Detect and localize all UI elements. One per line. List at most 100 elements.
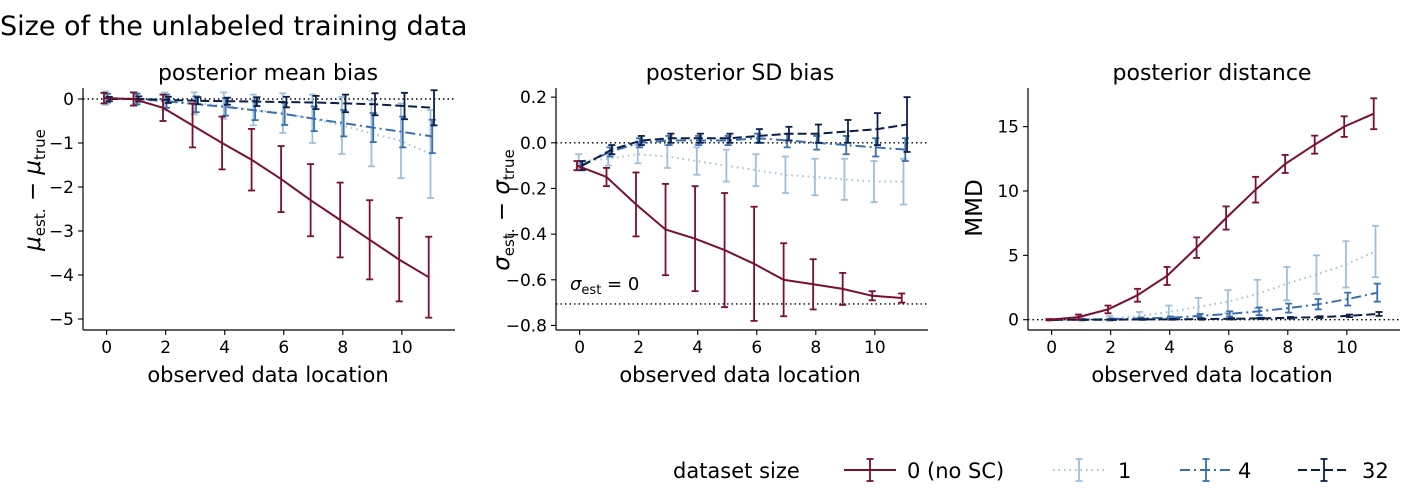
error-bar xyxy=(1316,315,1324,319)
y-tick-label: 5 xyxy=(1008,246,1019,266)
error-bar xyxy=(726,132,734,144)
x-tick-label: 6 xyxy=(751,338,762,358)
error-bar xyxy=(750,205,758,322)
error-bar xyxy=(100,91,108,105)
series-line xyxy=(580,137,906,167)
error-bar xyxy=(573,160,581,172)
y-tick-label: −0.2 xyxy=(506,179,547,199)
error-bar xyxy=(253,96,261,107)
legend-entry-1: 1 xyxy=(1053,458,1131,483)
error-bar xyxy=(1285,302,1293,314)
error-bar xyxy=(1255,306,1263,317)
x-tick-label: 8 xyxy=(1282,338,1293,358)
x-tick-label: 4 xyxy=(692,338,703,358)
x-axis-label: observed data location xyxy=(619,363,860,387)
error-bar xyxy=(1139,318,1147,321)
x-tick-label: 10 xyxy=(1336,338,1358,358)
x-tick-label: 4 xyxy=(219,338,230,358)
y-tick-label: 0.2 xyxy=(520,88,547,108)
error-bar xyxy=(785,125,793,142)
error-bar xyxy=(898,292,906,304)
error-bar xyxy=(277,145,285,213)
y-tick-label: 0 xyxy=(63,90,74,110)
error-bar xyxy=(693,146,701,176)
y-tick-label: 15 xyxy=(997,118,1019,138)
error-bar xyxy=(809,258,817,311)
y-tick-label: 10 xyxy=(997,182,1019,202)
error-bar xyxy=(1342,240,1350,289)
error-bar xyxy=(663,144,671,169)
series-1 xyxy=(575,144,907,206)
error-bar xyxy=(1371,224,1379,279)
error-bar xyxy=(721,192,729,309)
legend-label: 4 xyxy=(1238,459,1251,483)
error-bar xyxy=(307,163,315,238)
error-bar xyxy=(844,119,852,144)
error-bar xyxy=(1311,134,1319,155)
y-tick-label: −0.8 xyxy=(506,316,547,336)
y-tick-label: −4 xyxy=(49,266,74,286)
series-0 xyxy=(100,91,433,319)
panel-posterior-distance: posterior distance observed data locatio… xyxy=(962,61,1400,387)
error-bar xyxy=(401,91,409,121)
y-tick-label: −0.6 xyxy=(506,271,547,291)
x-tick-label: 0 xyxy=(1046,338,1057,358)
error-bar xyxy=(1074,313,1082,321)
error-bar xyxy=(341,93,349,114)
error-bar xyxy=(1346,313,1354,319)
y-tick-label: −2 xyxy=(49,178,74,198)
error-bar xyxy=(1222,205,1230,231)
error-bar xyxy=(189,102,197,149)
y-axis-label: σest. − σtrue xyxy=(489,149,518,271)
error-bar xyxy=(868,290,876,302)
error-bar xyxy=(602,167,610,188)
series-line xyxy=(578,153,904,183)
series-32 xyxy=(105,89,438,127)
y-tick-label: −3 xyxy=(49,222,74,242)
series-line xyxy=(581,123,908,167)
series-line xyxy=(103,97,430,279)
x-tick-label: 6 xyxy=(1223,338,1234,358)
series-line xyxy=(1054,312,1380,321)
error-bar xyxy=(839,272,847,306)
error-bar xyxy=(811,157,819,197)
panel-title: posterior distance xyxy=(1113,61,1312,86)
error-bar xyxy=(282,95,290,109)
error-bar xyxy=(248,128,256,192)
series-4 xyxy=(1049,282,1381,322)
series-line xyxy=(1048,112,1375,321)
error-bar xyxy=(336,181,344,259)
series-32 xyxy=(578,96,911,172)
error-bar xyxy=(637,135,645,146)
error-bar xyxy=(1283,266,1291,302)
error-bar xyxy=(752,153,760,188)
error-bar xyxy=(1314,298,1322,311)
error-bar xyxy=(755,128,763,144)
x-tick-label: 4 xyxy=(1164,338,1175,358)
error-bar xyxy=(1312,254,1320,295)
x-tick-label: 0 xyxy=(101,338,112,358)
x-tick-label: 6 xyxy=(278,338,289,358)
y-axis-label: MMD xyxy=(962,179,988,236)
error-bar xyxy=(1344,291,1352,307)
error-bar xyxy=(366,199,374,281)
error-bar xyxy=(691,185,699,293)
plot-area: 0 2 4 6 8 10 0 −1 −2 −3 −4 −5 xyxy=(49,88,455,358)
series-1 xyxy=(102,90,434,199)
x-axis-label: observed data location xyxy=(147,363,388,387)
error-bar xyxy=(722,148,730,183)
y-axis-label: μest. − μtrue xyxy=(20,129,49,252)
error-bar xyxy=(1109,318,1117,321)
error-bar xyxy=(164,95,172,104)
error-bar xyxy=(814,123,822,144)
legend: dataset size 0 (no SC) 1 4 32 xyxy=(673,458,1389,483)
x-tick-label: 0 xyxy=(574,338,585,358)
error-bar xyxy=(1134,287,1142,303)
error-bar xyxy=(425,235,433,319)
error-bar xyxy=(1257,316,1265,320)
figure-suptitle: Size of the unlabeled training data xyxy=(0,11,467,42)
series-line xyxy=(107,97,433,138)
series-4 xyxy=(577,132,909,172)
plot-area: 0 2 4 6 8 10 0.2 0.0 −0.2 −0.4 −0.6 −0.8 xyxy=(506,88,928,358)
